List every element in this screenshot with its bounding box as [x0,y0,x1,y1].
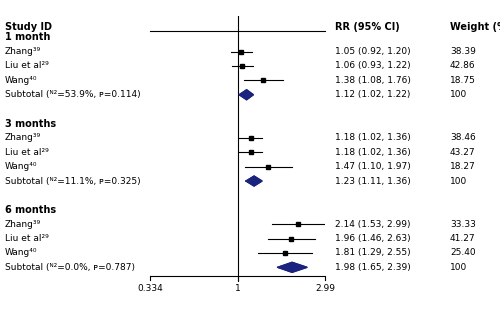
Text: 18.75: 18.75 [450,76,476,85]
Polygon shape [239,90,254,100]
Text: 1.81 (1.29, 2.55): 1.81 (1.29, 2.55) [335,249,410,257]
Text: 42.86: 42.86 [450,61,475,70]
Text: 25.40: 25.40 [450,249,475,257]
Text: Zhang³⁹: Zhang³⁹ [5,133,41,142]
Text: Wang⁴⁰: Wang⁴⁰ [5,249,38,257]
Polygon shape [278,262,307,272]
Text: Liu et al²⁹: Liu et al²⁹ [5,148,49,157]
Text: 33.33: 33.33 [450,220,476,229]
Text: 100: 100 [450,263,467,272]
Text: Subtotal (ᴺ²=53.9%, ᴘ=0.114): Subtotal (ᴺ²=53.9%, ᴘ=0.114) [5,90,140,99]
Text: Wang⁴⁰: Wang⁴⁰ [5,76,38,85]
Text: 1.38 (1.08, 1.76): 1.38 (1.08, 1.76) [335,76,411,85]
Text: Subtotal (ᴺ²=0.0%, ᴘ=0.787): Subtotal (ᴺ²=0.0%, ᴘ=0.787) [5,263,135,272]
Text: Liu et al²⁹: Liu et al²⁹ [5,234,49,243]
Text: Subtotal (ᴺ²=11.1%, ᴘ=0.325): Subtotal (ᴺ²=11.1%, ᴘ=0.325) [5,177,140,186]
Text: 1.23 (1.11, 1.36): 1.23 (1.11, 1.36) [335,177,411,186]
Text: 6 months: 6 months [5,205,56,215]
Text: 100: 100 [450,177,467,186]
Text: Wang⁴⁰: Wang⁴⁰ [5,162,38,171]
Text: 0.334: 0.334 [137,284,163,293]
Text: 1.47 (1.10, 1.97): 1.47 (1.10, 1.97) [335,162,411,171]
Text: Study ID: Study ID [5,22,52,32]
Text: 3 months: 3 months [5,119,56,129]
Text: 41.27: 41.27 [450,234,475,243]
Text: 1 month: 1 month [5,32,51,42]
Text: 1.96 (1.46, 2.63): 1.96 (1.46, 2.63) [335,234,410,243]
Text: Liu et al²⁹: Liu et al²⁹ [5,61,49,70]
Text: 1.18 (1.02, 1.36): 1.18 (1.02, 1.36) [335,148,411,157]
Text: 38.46: 38.46 [450,133,476,142]
Text: Weight (%): Weight (%) [450,22,500,32]
Text: 1: 1 [234,284,240,293]
Text: 1.18 (1.02, 1.36): 1.18 (1.02, 1.36) [335,133,411,142]
Text: 1.05 (0.92, 1.20): 1.05 (0.92, 1.20) [335,47,410,56]
Polygon shape [246,176,262,186]
Text: 18.27: 18.27 [450,162,476,171]
Text: 1.12 (1.02, 1.22): 1.12 (1.02, 1.22) [335,90,410,99]
Text: 100: 100 [450,90,467,99]
Text: 38.39: 38.39 [450,47,476,56]
Text: 1.98 (1.65, 2.39): 1.98 (1.65, 2.39) [335,263,411,272]
Text: 2.14 (1.53, 2.99): 2.14 (1.53, 2.99) [335,220,410,229]
Text: Zhang³⁹: Zhang³⁹ [5,220,41,229]
Text: RR (95% CI): RR (95% CI) [335,22,400,32]
Text: 1.06 (0.93, 1.22): 1.06 (0.93, 1.22) [335,61,410,70]
Text: 2.99: 2.99 [315,284,335,293]
Text: Zhang³⁹: Zhang³⁹ [5,47,41,56]
Text: 43.27: 43.27 [450,148,475,157]
